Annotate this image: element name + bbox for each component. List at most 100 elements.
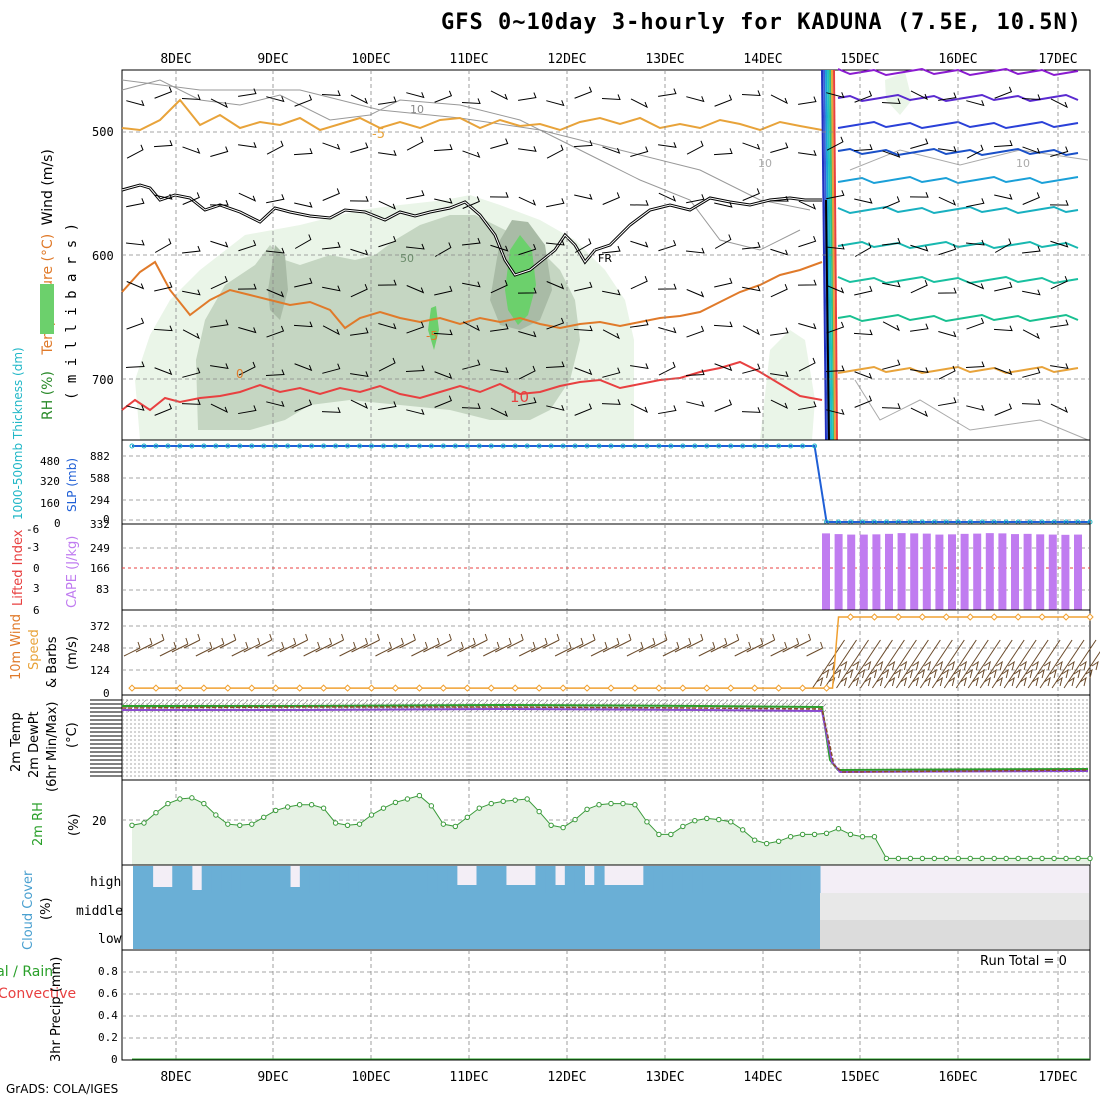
cloud-high-bar bbox=[672, 866, 684, 893]
wind-barb bbox=[910, 280, 928, 294]
rh-marker bbox=[1051, 855, 1057, 862]
wind-barb bbox=[630, 276, 648, 290]
wind-barb bbox=[602, 192, 620, 205]
rh-marker bbox=[368, 812, 375, 818]
rh-marker bbox=[608, 800, 614, 807]
cloud-high-bar bbox=[270, 866, 281, 893]
wind-barb bbox=[350, 371, 369, 378]
wind-barb bbox=[910, 407, 929, 417]
rh-marker bbox=[955, 855, 961, 862]
wind-barb bbox=[602, 367, 621, 378]
wind-barb bbox=[459, 637, 476, 653]
wind-barb bbox=[630, 319, 649, 328]
wind-barb bbox=[602, 637, 620, 653]
wind-barb bbox=[471, 633, 488, 649]
bottom-date-label: 8DEC bbox=[160, 1070, 191, 1085]
wind-barb bbox=[294, 94, 313, 107]
wind-barb bbox=[210, 276, 228, 290]
wind-barb bbox=[966, 144, 984, 159]
slp-marker bbox=[572, 443, 578, 449]
wind-barb bbox=[1075, 651, 1100, 689]
wind-barb bbox=[658, 192, 677, 202]
cloud-high-bar bbox=[417, 866, 428, 893]
wind-barb bbox=[1021, 399, 1041, 405]
wind-barb bbox=[294, 399, 312, 412]
wind-speed-marker bbox=[583, 684, 591, 692]
rh-marker bbox=[895, 855, 902, 862]
wind-barb bbox=[123, 641, 141, 657]
cape-bar bbox=[998, 533, 1007, 610]
wind-barb bbox=[411, 641, 428, 657]
rh-marker bbox=[452, 823, 459, 830]
wind-barb bbox=[769, 195, 789, 202]
wind-barb bbox=[322, 325, 340, 336]
rh-marker bbox=[584, 806, 590, 812]
rh-marker bbox=[1003, 855, 1009, 862]
wind-barb bbox=[293, 148, 313, 156]
ytick-li-minus3: -3 bbox=[26, 541, 39, 554]
cloud-high-bar bbox=[368, 866, 379, 893]
wind-barb bbox=[1063, 639, 1097, 689]
rh-marker bbox=[1075, 855, 1081, 862]
slp-marker bbox=[237, 443, 243, 449]
slp-marker bbox=[728, 443, 734, 449]
wind-barb bbox=[135, 637, 153, 653]
wind-barb bbox=[638, 637, 656, 653]
wind-barb bbox=[517, 287, 537, 294]
wind-barb bbox=[181, 399, 201, 405]
wind-barb bbox=[210, 403, 229, 413]
bottom-date-label: 17DEC bbox=[1038, 1070, 1077, 1085]
wind-barb bbox=[798, 323, 817, 330]
wind-barb bbox=[210, 240, 229, 248]
cloud-high-bar bbox=[564, 866, 576, 893]
wind-barb bbox=[518, 365, 536, 380]
cloud-high-bar bbox=[574, 866, 585, 893]
wind-barb bbox=[1049, 199, 1069, 206]
wind-barb bbox=[685, 369, 705, 376]
slp-marker bbox=[764, 443, 770, 449]
rh-marker bbox=[859, 834, 866, 840]
wind-barb bbox=[714, 201, 733, 208]
wind-barb bbox=[590, 641, 608, 657]
rh-fill-green bbox=[505, 235, 536, 325]
wind-barb bbox=[182, 192, 200, 205]
wind-barb bbox=[406, 285, 425, 294]
cloud-high-bar bbox=[555, 885, 566, 893]
wind-speed-marker bbox=[846, 613, 855, 621]
cloud-high-bar bbox=[456, 885, 468, 893]
wind-barb bbox=[351, 637, 368, 653]
cloud-high-bar bbox=[407, 866, 419, 893]
wind-barb bbox=[826, 136, 844, 151]
cloud-high-bar bbox=[810, 866, 821, 893]
wind-barb bbox=[518, 641, 536, 657]
wind-barb bbox=[321, 407, 341, 413]
cloud-high-bar bbox=[309, 866, 320, 893]
wind-speed-marker bbox=[200, 684, 208, 692]
wind-speed-marker bbox=[679, 684, 687, 692]
wind-barb bbox=[209, 199, 229, 206]
wind-barb bbox=[406, 190, 425, 200]
rh-marker bbox=[871, 834, 878, 840]
rh-marker bbox=[991, 855, 997, 862]
bottom-date-label: 13DEC bbox=[645, 1070, 684, 1085]
temp-line-brown bbox=[121, 706, 1089, 773]
wind-barb bbox=[210, 363, 229, 370]
wind-barb bbox=[1050, 98, 1068, 109]
wind-barb bbox=[125, 239, 145, 246]
wind-barb bbox=[782, 637, 800, 653]
ytick-wind-248: 248 bbox=[90, 642, 110, 655]
wind-barb bbox=[881, 237, 901, 246]
slp-marker bbox=[357, 443, 363, 449]
wind-barb bbox=[601, 245, 621, 254]
wind-barb bbox=[321, 90, 341, 97]
upper-air-grid bbox=[122, 70, 1090, 440]
rh-marker bbox=[404, 796, 411, 802]
wind-barb bbox=[363, 633, 380, 649]
wind-barb bbox=[1050, 403, 1069, 413]
slp-marker bbox=[273, 443, 279, 449]
wind-barb bbox=[238, 142, 257, 148]
wind-barb bbox=[322, 142, 341, 150]
contour-label-0: 0 bbox=[236, 367, 244, 381]
cape-bar bbox=[985, 533, 994, 610]
ytick-cape-83: 83 bbox=[96, 583, 109, 596]
